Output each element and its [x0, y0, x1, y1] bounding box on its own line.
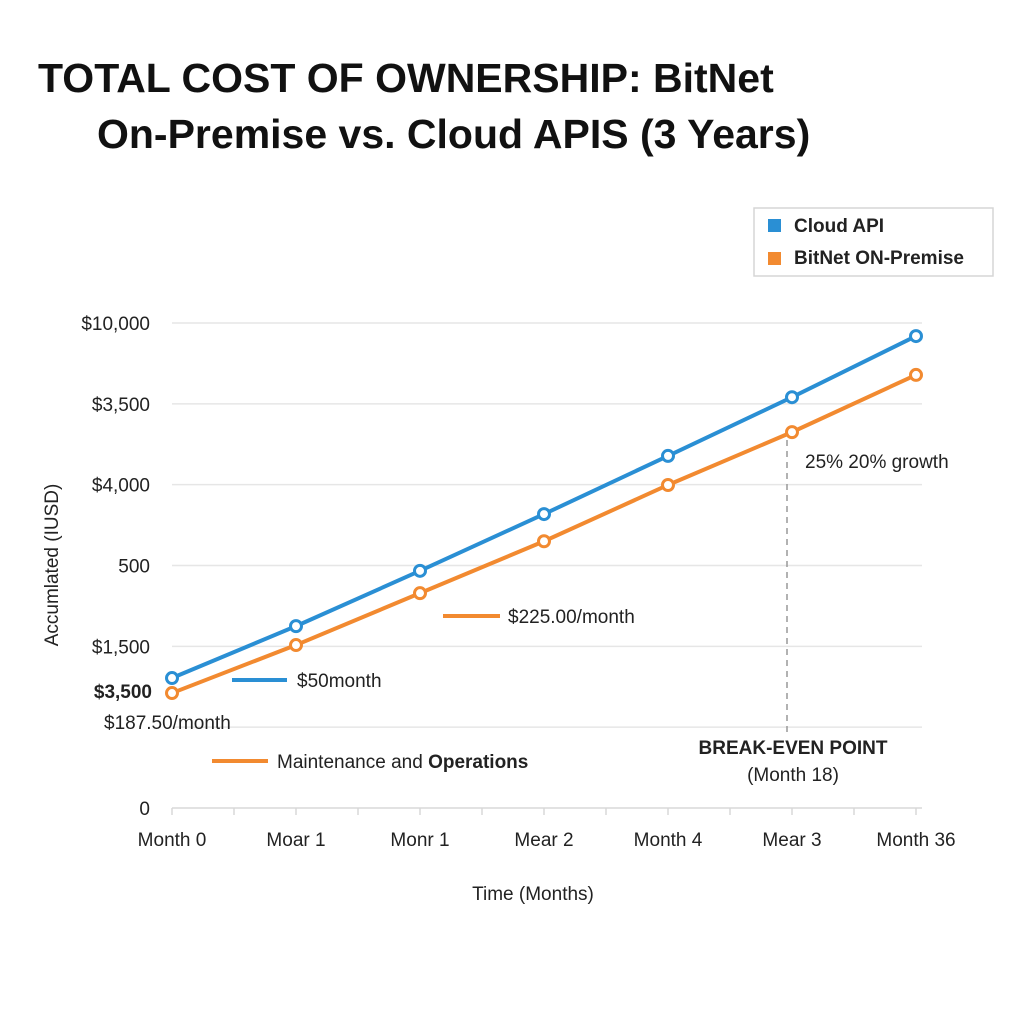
x-tick-label: Month 4 [634, 830, 703, 851]
growth-annotation: 25% 20% growth [805, 452, 949, 473]
legend-swatch-onprem [768, 252, 781, 265]
x-tick-label: Month 36 [876, 830, 955, 851]
y-tick-label: 0 [139, 799, 150, 820]
break-even-sub: (Month 18) [747, 765, 839, 786]
gridlines [171, 322, 922, 815]
x-tick-label: Month 0 [138, 830, 207, 851]
data-point [413, 563, 427, 578]
x-tick-label: Moar 1 [266, 830, 325, 851]
y-tick-label: $3,500 [92, 395, 150, 416]
y-tick-label: $1,500 [92, 637, 150, 658]
data-point [413, 586, 427, 601]
series-lines [165, 329, 923, 701]
y-tick-label: $4,000 [92, 476, 150, 497]
onprem-rate-annotation: $225.00/month [508, 607, 635, 628]
legend-label-cloud: Cloud API [794, 216, 884, 237]
y-tick-label: 500 [118, 557, 150, 578]
y-tick-labels: 0 $1,500 500 $4,000 $3,500 $10,000 [81, 314, 150, 820]
x-tick-label: Mear 2 [514, 830, 573, 851]
x-axis-label: Time (Months) [472, 884, 594, 905]
data-point [661, 448, 675, 463]
chart-title-line2: On-Premise vs. Cloud APIS (3 Years) [97, 111, 810, 157]
data-point [661, 477, 675, 492]
data-point [165, 671, 179, 686]
legend-label-onprem: BitNet ON-Premise [794, 248, 964, 269]
data-point [289, 619, 303, 634]
chart-title-line1: TOTAL COST OF OWNERSHIP: BitNet [38, 55, 774, 101]
extra-y-label: $3,500 [94, 682, 152, 703]
series-line-onprem [171, 373, 917, 695]
data-point [785, 390, 799, 405]
x-tick-label: Mear 3 [762, 830, 821, 851]
cloud-rate-annotation: $50month [297, 671, 382, 692]
maintenance-annotation: Maintenance and Operations [277, 752, 528, 773]
break-even-title: BREAK-EVEN POINT [699, 738, 888, 759]
data-point [909, 329, 923, 344]
y-tick-label: $10,000 [81, 314, 150, 335]
data-point [537, 534, 551, 549]
x-tick-label: Monr 1 [390, 830, 449, 851]
data-point [785, 425, 799, 440]
legend-swatch-cloud [768, 219, 781, 232]
x-tick-labels: Month 0 Moar 1 Monr 1 Mear 2 Month 4 Mear 3 Mo… [138, 830, 956, 851]
maintenance-prefix: Maintenance and [277, 752, 428, 773]
maintenance-bold: Operations [428, 752, 528, 773]
data-point [289, 638, 303, 653]
data-point [537, 507, 551, 522]
data-point [909, 367, 923, 382]
y-axis-label: Accumlated (IUSD) [42, 484, 63, 647]
data-point [165, 686, 179, 701]
legend: Cloud API BitNet ON-Premise [753, 207, 994, 277]
start-rate-annotation: $187.50/month [104, 713, 231, 734]
